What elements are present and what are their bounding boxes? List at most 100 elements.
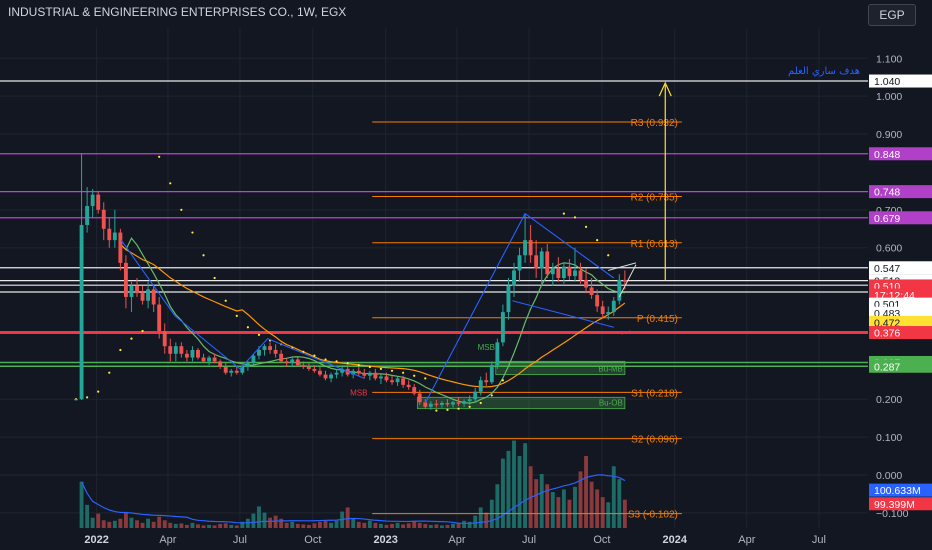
volume-bar: [179, 523, 184, 528]
volume-bar: [406, 523, 411, 528]
sar-dot: [97, 390, 100, 393]
candle-body: [245, 363, 250, 368]
volume-bar: [240, 521, 245, 528]
y-tick-label: 0.000: [876, 470, 902, 482]
volume-bar: [384, 524, 389, 528]
candle-body: [140, 293, 145, 301]
candle-body: [257, 349, 261, 356]
volume-bar: [268, 517, 273, 528]
candle-body: [218, 361, 223, 368]
volume-bar: [600, 497, 605, 528]
volume-bar: [306, 524, 311, 528]
candle-body: [129, 285, 134, 297]
volume-bar: [373, 522, 378, 528]
short-red-line: [621, 330, 631, 335]
volume-bar: [512, 440, 516, 528]
volume-bar: [362, 522, 367, 528]
candle-body: [90, 194, 95, 207]
candle-body: [567, 266, 572, 277]
volume-bar: [550, 492, 555, 528]
candle-body: [290, 359, 295, 364]
volume-bar: [135, 520, 139, 528]
candle-body: [284, 361, 289, 364]
sar-dot: [607, 254, 610, 257]
price-label: 0.547: [874, 263, 900, 275]
candle-body: [384, 376, 389, 381]
pivot-label: R1 (0.613): [631, 239, 678, 250]
price-label-box: [869, 315, 932, 329]
x-tick-label: Apr: [738, 534, 755, 546]
pivot-label: R3 (0.932): [631, 118, 678, 129]
candle-body: [96, 194, 101, 210]
x-tick-label: Oct: [593, 534, 610, 546]
volume-bar: [295, 523, 300, 528]
volume-bar: [90, 517, 95, 528]
volume-bar: [439, 525, 444, 528]
volume-bar: [151, 521, 156, 528]
candle-body: [273, 349, 278, 354]
candle-body: [550, 268, 555, 275]
candle-body: [500, 312, 505, 343]
candle-body: [118, 232, 123, 263]
candle-body: [523, 240, 528, 256]
candle-body: [445, 403, 450, 405]
volume-bar: [545, 484, 550, 528]
currency-button[interactable]: EGP: [868, 4, 916, 26]
candle-body: [207, 357, 212, 362]
sar-dot: [490, 394, 493, 397]
time-axis-panel: [0, 528, 932, 550]
candle-body: [589, 287, 594, 296]
candle-body: [79, 224, 84, 400]
volume-bar: [284, 522, 289, 528]
sar-dot: [335, 360, 338, 363]
volume-bar: [451, 523, 455, 528]
zone-label: Bu-MB: [598, 365, 622, 374]
candle-body: [279, 353, 284, 362]
volume-bar: [223, 523, 228, 528]
sar-dot: [390, 369, 394, 372]
candle-body: [351, 370, 356, 375]
volume-bar: [539, 474, 544, 528]
candle-body: [534, 255, 539, 269]
candle-body: [179, 346, 184, 354]
order-block-zone: [495, 360, 626, 375]
x-tick-label: 2024: [663, 534, 688, 546]
candle-body: [401, 378, 406, 385]
candle-body: [451, 402, 455, 405]
candle-body: [412, 387, 417, 394]
volume-bar: [118, 518, 123, 528]
volume-bar: [401, 524, 406, 528]
volume-bar: [345, 507, 350, 528]
volume-bar: [334, 520, 339, 528]
candle-body: [356, 370, 361, 374]
y-tick-label: 0.600: [876, 243, 902, 255]
x-tick-label: Jul: [233, 534, 247, 546]
y-tick-label: −0.100: [876, 508, 909, 520]
volume-bar: [140, 522, 145, 528]
sar-dot: [141, 329, 144, 333]
volume-bar: [395, 522, 400, 528]
sar-dot: [368, 365, 371, 369]
sar-dot: [357, 364, 360, 367]
price-label: 0.848: [874, 149, 900, 161]
candle-body: [467, 399, 472, 402]
volume-bar: [611, 466, 616, 528]
candle-body: [201, 357, 206, 362]
sar-dot: [257, 333, 261, 336]
sar-dot: [501, 379, 505, 382]
volume-bar: [495, 484, 500, 528]
volume-bar: [312, 523, 317, 528]
sar-dot: [158, 155, 161, 158]
candle-body: [306, 367, 311, 369]
zone-label: Bu-OB: [599, 399, 623, 408]
sar-dot: [346, 362, 349, 365]
price-label-box: [869, 74, 932, 88]
volume-bar: [201, 525, 206, 528]
order-block-zone: [416, 396, 626, 410]
candle-body: [561, 266, 566, 278]
volume-bar: [229, 524, 234, 528]
volume-bar: [367, 520, 372, 528]
